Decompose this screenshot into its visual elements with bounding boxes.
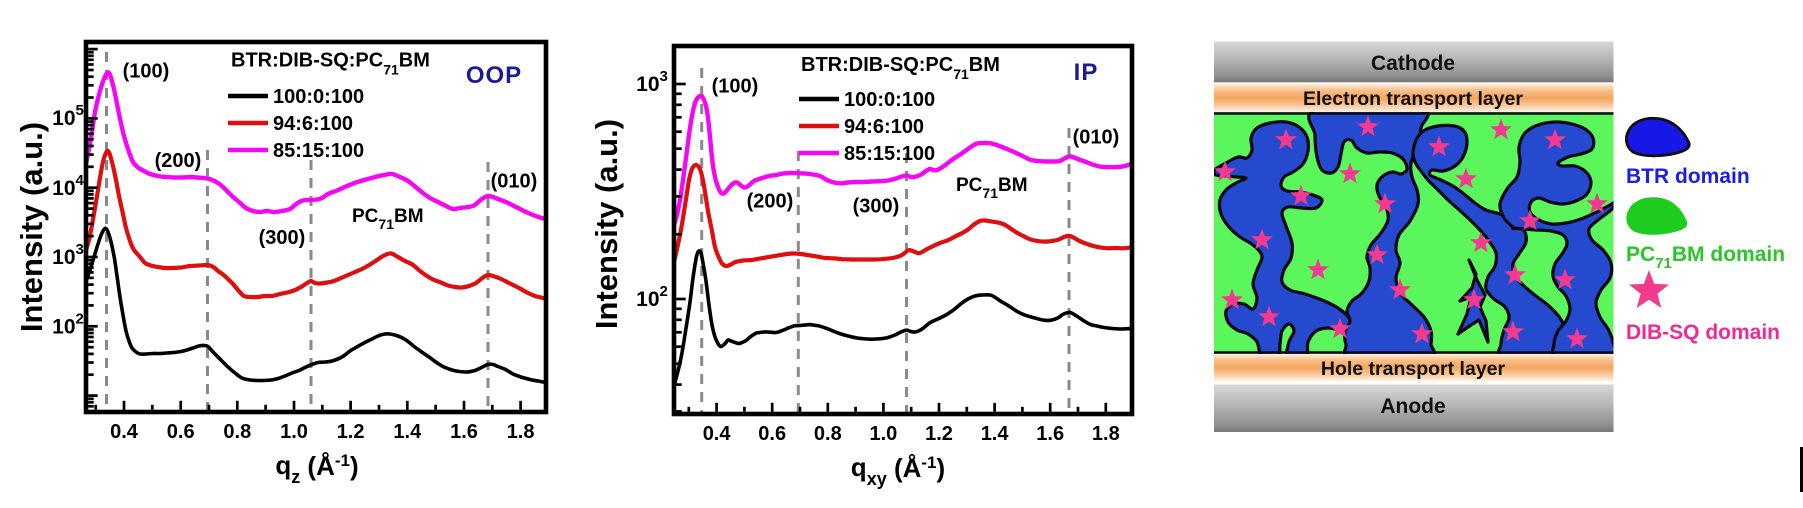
- svg-text:0.8: 0.8: [223, 421, 251, 443]
- svg-text:1.4: 1.4: [981, 423, 1010, 445]
- svg-text:(100): (100): [712, 76, 759, 98]
- svg-text:1.8: 1.8: [1092, 423, 1120, 445]
- svg-text:1.0: 1.0: [869, 423, 897, 445]
- svg-text:BTR domain: BTR domain: [1626, 165, 1750, 188]
- svg-text:0.8: 0.8: [814, 423, 842, 445]
- svg-text:1.4: 1.4: [393, 421, 422, 443]
- svg-text:94:6:100: 94:6:100: [844, 116, 924, 138]
- svg-text:100:0:100: 100:0:100: [273, 86, 364, 108]
- svg-text:Cathode: Cathode: [1371, 52, 1455, 75]
- svg-text:Intensity (a.u.): Intensity (a.u.): [14, 122, 49, 332]
- svg-text:85:15:100: 85:15:100: [273, 140, 364, 162]
- svg-text:1.6: 1.6: [1036, 423, 1064, 445]
- svg-text:0.4: 0.4: [703, 423, 732, 445]
- svg-text:OOP: OOP: [466, 62, 522, 89]
- svg-text:(300): (300): [853, 196, 900, 218]
- svg-text:Anode: Anode: [1380, 395, 1445, 418]
- svg-text:85:15:100: 85:15:100: [844, 143, 935, 165]
- svg-text:1.0: 1.0: [280, 421, 308, 443]
- svg-text:1.2: 1.2: [337, 421, 365, 443]
- svg-text:Hole transport layer: Hole transport layer: [1321, 358, 1506, 380]
- svg-text:(100): (100): [123, 61, 170, 83]
- svg-text:1.2: 1.2: [925, 423, 953, 445]
- svg-text:1.8: 1.8: [507, 421, 535, 443]
- svg-text:(200): (200): [155, 150, 202, 172]
- svg-text:(300): (300): [259, 227, 306, 249]
- svg-text:Electron transport layer: Electron transport layer: [1303, 88, 1523, 110]
- svg-text:(010): (010): [491, 171, 538, 193]
- svg-text:(200): (200): [747, 191, 794, 213]
- svg-text:100:0:100: 100:0:100: [844, 89, 935, 111]
- svg-text:Intensity (a.u.): Intensity (a.u.): [589, 119, 624, 329]
- svg-text:0.6: 0.6: [758, 423, 786, 445]
- svg-text:(010): (010): [1073, 127, 1120, 149]
- svg-text:1.6: 1.6: [450, 421, 478, 443]
- svg-text:0.6: 0.6: [167, 421, 195, 443]
- svg-text:IP: IP: [1074, 59, 1099, 86]
- svg-text:102: 102: [52, 310, 84, 338]
- svg-text:0.4: 0.4: [110, 421, 139, 443]
- svg-text:94:6:100: 94:6:100: [273, 113, 353, 135]
- svg-text:DIB-SQ domain: DIB-SQ domain: [1626, 321, 1780, 344]
- svg-text:qxy (Å-1): qxy (Å-1): [851, 452, 945, 489]
